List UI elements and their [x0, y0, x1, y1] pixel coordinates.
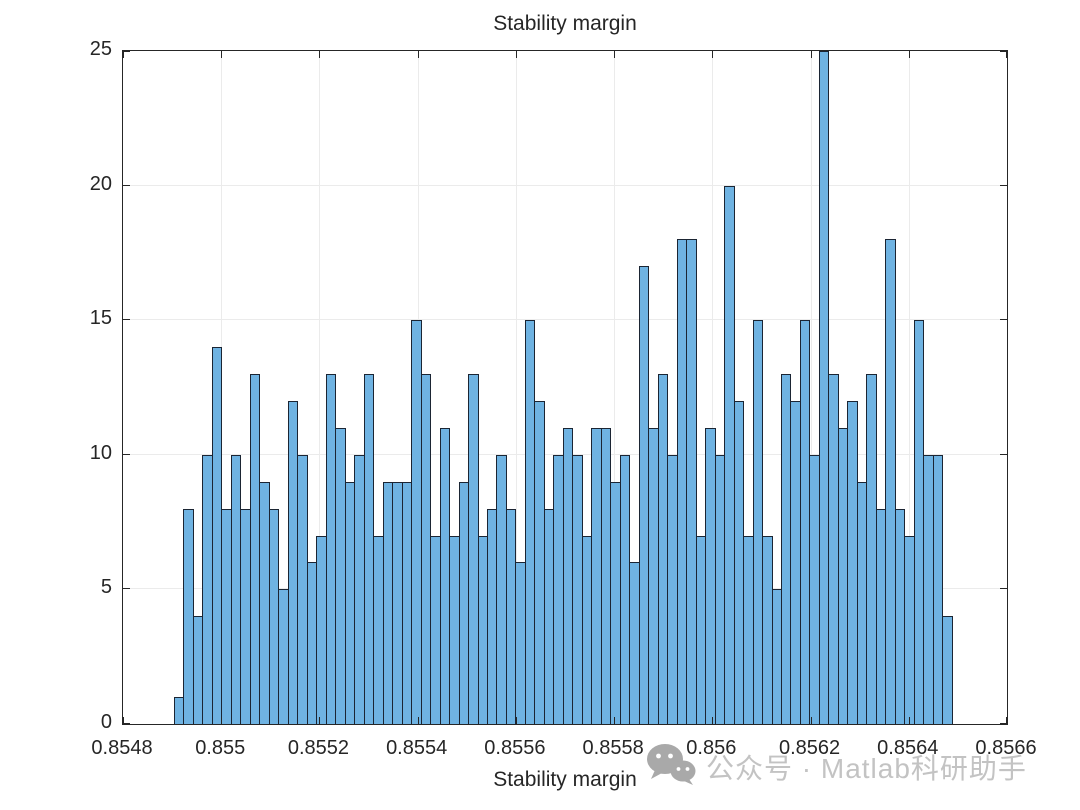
x-axis-label: Stability margin: [493, 768, 637, 791]
x-tick-mark: [614, 717, 616, 724]
x-tick-label: 0.8548: [91, 737, 153, 759]
histogram-bar: [885, 239, 896, 724]
x-tick-mark: [417, 717, 419, 724]
x-tick-label: 0.856: [686, 737, 737, 759]
y-tick-mark: [123, 51, 130, 52]
h-gridline: [123, 184, 1007, 186]
x-tick-mark: [123, 717, 124, 724]
y-tick-label: 5: [100, 576, 112, 599]
y-tick-mark: [1000, 453, 1007, 455]
x-tick-mark: [319, 51, 321, 58]
y-tick-label: 0: [100, 711, 112, 733]
v-gridline: [810, 51, 812, 724]
y-tick-mark: [1000, 319, 1007, 321]
y-tick-mark: [1000, 723, 1007, 724]
histogram-bar: [686, 239, 697, 724]
chart-title: Stability margin: [493, 12, 637, 35]
x-tick-mark: [221, 717, 223, 724]
histogram-bar: [942, 616, 953, 724]
x-tick-mark: [221, 51, 223, 58]
v-gridline: [319, 51, 321, 724]
y-tick-mark: [1000, 51, 1007, 52]
y-tick-mark: [123, 184, 130, 186]
x-tick-mark: [810, 717, 812, 724]
v-gridline: [712, 51, 714, 724]
y-tick-mark: [123, 723, 130, 724]
x-tick-label: 0.8552: [287, 737, 350, 759]
v-gridline: [614, 51, 616, 724]
x-tick-label: 0.8554: [386, 737, 448, 759]
x-tick-mark: [614, 51, 616, 58]
histogram-bars: [174, 51, 953, 724]
y-tick-label: 15: [89, 307, 112, 330]
x-tick-mark: [908, 717, 910, 724]
y-tick-mark: [123, 319, 130, 321]
histogram-bar: [752, 320, 764, 724]
x-tick-label: 0.8564: [877, 737, 939, 759]
x-tick-mark: [515, 51, 517, 58]
y-tick-mark: [123, 588, 130, 590]
x-tick-mark: [810, 51, 812, 58]
v-gridline: [515, 51, 517, 724]
x-tick-mark: [712, 51, 714, 58]
x-tick-mark: [417, 51, 419, 58]
x-tick-mark: [123, 51, 124, 58]
x-tick-mark: [1006, 717, 1007, 724]
x-tick-label: 0.8566: [975, 737, 1037, 759]
y-tick-label: 20: [89, 172, 112, 195]
y-tick-label: 25: [89, 38, 112, 60]
histogram-bar: [932, 454, 944, 724]
x-tick-mark: [319, 717, 321, 724]
h-gridline: [123, 319, 1007, 321]
x-tick-mark: [515, 717, 517, 724]
x-tick-label: 0.855: [195, 737, 246, 759]
x-tick-label: 0.8558: [582, 737, 644, 759]
y-tick-mark: [123, 453, 130, 455]
x-tick-mark: [1006, 51, 1007, 58]
plot-area: [122, 50, 1008, 725]
y-tick-mark: [1000, 184, 1007, 186]
y-tick-mark: [1000, 588, 1007, 590]
x-tick-label: 0.8562: [778, 737, 841, 759]
x-tick-mark: [712, 717, 714, 724]
x-tick-mark: [908, 51, 910, 58]
x-tick-label: 0.8556: [484, 737, 546, 759]
v-gridline: [908, 51, 910, 724]
y-tick-label: 10: [89, 441, 112, 464]
histogram-bar: [183, 508, 194, 724]
